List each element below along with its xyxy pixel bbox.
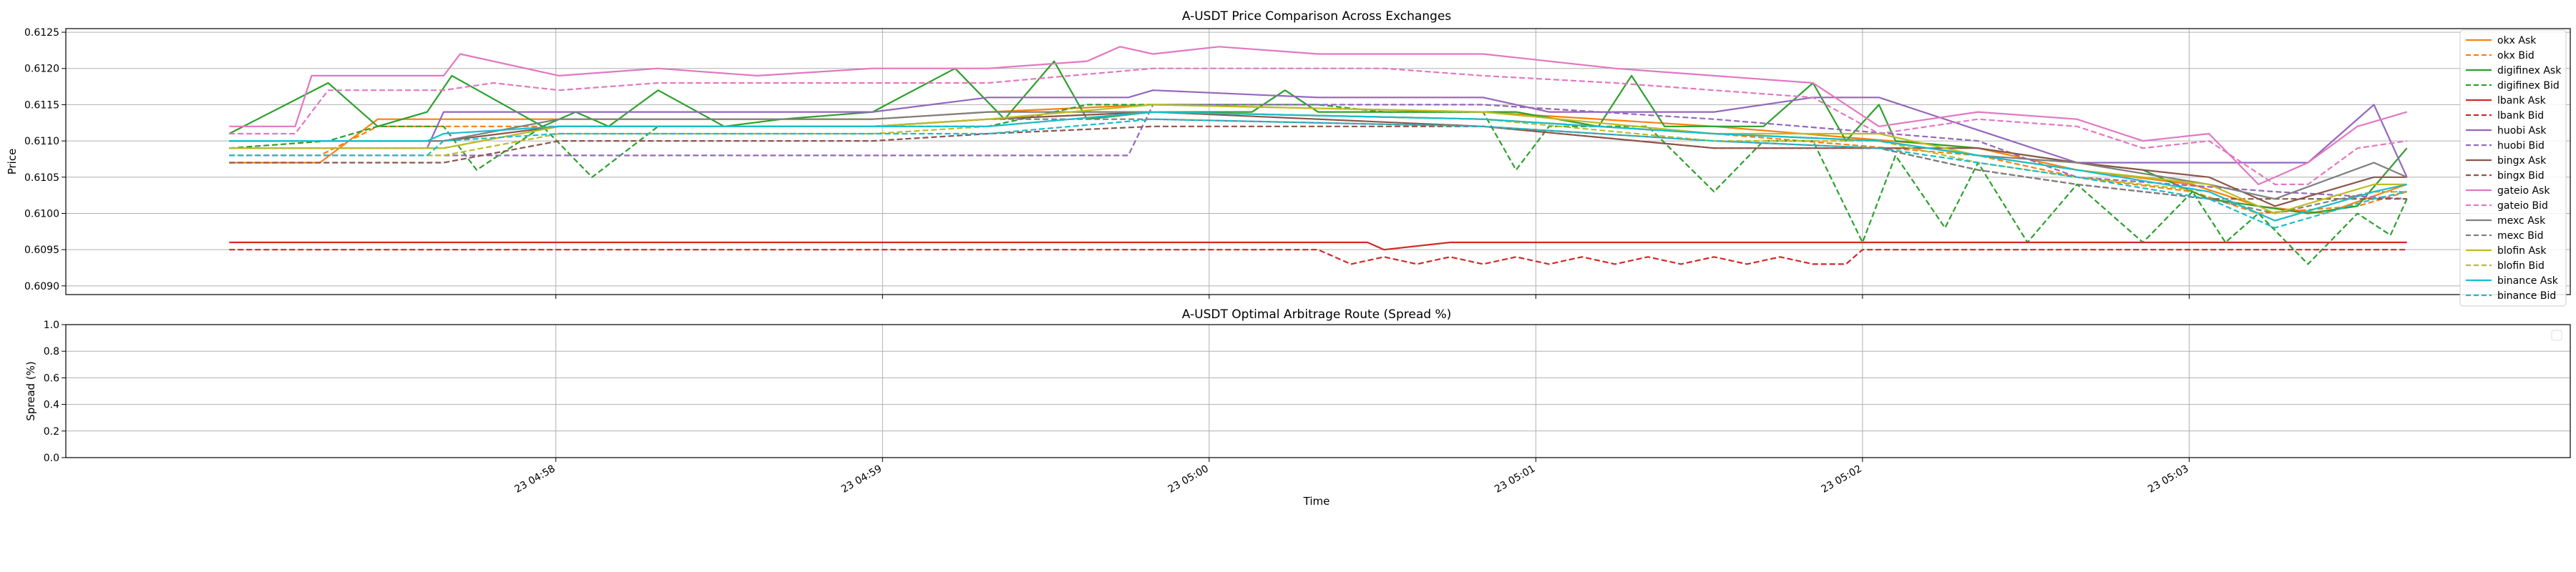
price-y-tick-label: 0.6095 <box>24 245 59 256</box>
legend-label: lbank Bid <box>2497 110 2544 122</box>
price-chart-x-ticks <box>555 295 2190 299</box>
spread-chart-y-label: Spread (%) <box>24 361 37 421</box>
spread-y-tick-label: 0.2 <box>44 426 59 438</box>
series-line-bingx-bid <box>229 125 2407 200</box>
legend-label: okx Ask <box>2497 35 2537 46</box>
legend-label: bingx Ask <box>2497 155 2547 167</box>
price-y-tick-label: 0.6105 <box>24 172 59 184</box>
legend-label: huobi Ask <box>2497 125 2547 137</box>
price-chart-legend: okx Ask okx Bid digifinex Ask digifinex Bid… <box>2459 29 2567 307</box>
series-line-huobi-bid <box>229 104 2407 200</box>
legend-label: binance Ask <box>2497 275 2559 287</box>
spread-y-tick-label: 0.4 <box>44 400 59 411</box>
price-y-tick-label: 0.6120 <box>24 64 59 75</box>
legend-label: bingx Bid <box>2497 170 2545 182</box>
legend-label: digifinex Ask <box>2497 65 2562 77</box>
series-line-gateio-ask <box>229 46 2408 185</box>
series-line-gateio-bid <box>229 67 2407 185</box>
price-y-tick-label: 0.6100 <box>24 208 59 220</box>
spread-chart-x-label: Time <box>1303 495 1330 508</box>
price-chart-title: A-USDT Price Comparison Across Exchanges <box>1182 9 1451 24</box>
legend-label: lbank Ask <box>2497 95 2547 107</box>
legend-box <box>2459 29 2567 307</box>
legend-label: mexc Bid <box>2497 230 2544 242</box>
price-y-tick-label: 0.6090 <box>24 281 59 292</box>
legend-label: gateio Ask <box>2497 185 2550 197</box>
series-line-binance-bid <box>229 118 2407 229</box>
spread-chart-y-ticks: 0.0 0.2 0.4 0.6 0.8 1.0 <box>44 320 66 464</box>
price-chart: A-USDT Price Comparison Across Exchanges… <box>6 9 2571 307</box>
spread-y-tick-label: 1.0 <box>44 320 59 331</box>
legend-label: binance Bid <box>2497 290 2556 302</box>
price-y-tick-label: 0.6125 <box>24 27 59 39</box>
series-line-binance-ask <box>229 111 2407 222</box>
price-chart-y-label: Price <box>6 149 19 175</box>
spread-chart-title: A-USDT Optimal Arbitrage Route (Spread %… <box>1182 307 1451 322</box>
price-y-tick-label: 0.6115 <box>24 99 59 111</box>
spread-chart-empty-legend <box>2551 330 2562 341</box>
series-line-lbank-ask <box>229 241 2407 251</box>
legend-label: mexc Ask <box>2497 215 2546 227</box>
legend-label: gateio Bid <box>2497 200 2548 212</box>
legend-label: blofin Bid <box>2497 260 2545 272</box>
legend-label: digifinex Bid <box>2497 80 2560 92</box>
series-line-digifinex-bid <box>229 104 2408 265</box>
price-y-tick-label: 0.6110 <box>24 136 59 147</box>
spread-chart-frame <box>65 324 2571 458</box>
legend-label: huobi Bid <box>2497 140 2545 152</box>
spread-y-tick-label: 0.0 <box>44 453 59 464</box>
series-line-lbank-bid <box>229 249 2407 265</box>
price-chart-series <box>228 46 2408 265</box>
series-line-huobi-ask <box>229 89 2408 178</box>
spread-y-tick-label: 0.6 <box>44 373 59 384</box>
legend-label: okx Bid <box>2497 50 2534 61</box>
legend-label: blofin Ask <box>2497 245 2547 257</box>
price-chart-frame <box>65 28 2571 295</box>
price-chart-y-ticks: 0.6090 0.6095 0.6100 0.6105 0.6110 0.6115 0.61… <box>24 27 66 292</box>
spread-y-tick-label: 0.8 <box>44 346 59 358</box>
